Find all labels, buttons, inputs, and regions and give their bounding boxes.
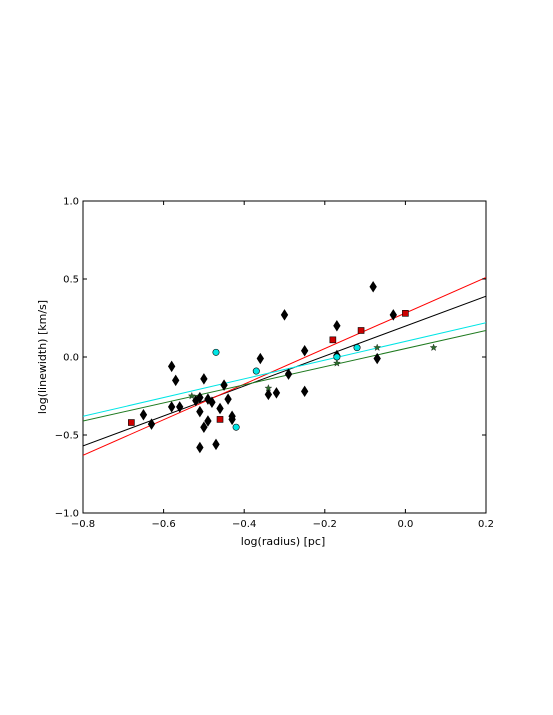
data-point <box>224 393 232 405</box>
data-point <box>139 408 148 421</box>
data-point <box>128 419 135 426</box>
x-tick-label: −0.4 <box>232 519 256 530</box>
data-point <box>333 320 341 332</box>
data-point <box>196 405 204 418</box>
fit-lines <box>83 276 486 456</box>
series-diamond <box>139 281 397 454</box>
data-point <box>208 396 216 408</box>
data-point <box>176 401 184 413</box>
x-tick-label: −0.2 <box>313 519 337 530</box>
y-tick-label: −1.0 <box>55 509 79 520</box>
data-point <box>147 418 156 430</box>
fit-line <box>83 276 486 456</box>
y-axis-label: log(linewidth) [km/s] <box>36 300 49 414</box>
x-tick-label: −0.8 <box>71 519 95 530</box>
y-tick-label: 1.0 <box>63 197 79 208</box>
data-point <box>187 391 196 400</box>
data-point <box>300 345 309 357</box>
data-point <box>300 385 309 398</box>
data-point <box>333 359 341 367</box>
y-tick-label: 0.0 <box>63 353 79 364</box>
x-axis-label: log(radius) [pc] <box>241 535 325 548</box>
plot-area <box>82 200 487 514</box>
data-point <box>167 401 176 413</box>
data-point <box>280 309 289 321</box>
data-point <box>264 388 273 401</box>
fit-line <box>83 322 486 417</box>
data-point <box>264 384 273 392</box>
series-square <box>128 310 409 426</box>
data-point <box>373 352 381 365</box>
data-point <box>353 344 361 352</box>
data-point <box>373 343 382 351</box>
data-point <box>220 379 228 391</box>
data-point <box>256 352 264 365</box>
x-tick-label: 0.0 <box>397 519 413 530</box>
data-point <box>232 423 240 431</box>
x-tick-label: −0.6 <box>151 519 175 530</box>
y-tick-label: 0.5 <box>63 275 79 286</box>
y-axis: −1.0 −0.5 0.0 0.5 1.0 <box>55 197 486 520</box>
data-point <box>196 391 204 404</box>
data-point <box>167 360 176 373</box>
series-star <box>187 343 438 400</box>
data-point <box>402 310 409 317</box>
data-point <box>252 367 260 375</box>
data-point <box>357 327 365 334</box>
x-tick-label: 0.2 <box>478 519 494 530</box>
data-point <box>200 373 208 385</box>
data-point <box>196 441 204 454</box>
data-point <box>284 368 293 380</box>
data-point <box>369 281 377 293</box>
x-axis: −0.8 −0.6 −0.4 −0.2 0.0 0.2 <box>71 201 494 530</box>
data-point <box>228 410 236 423</box>
data-point <box>216 402 224 415</box>
plot-frame <box>82 200 487 514</box>
data-point <box>329 336 337 344</box>
data-point <box>216 416 224 423</box>
fit-line <box>83 329 486 422</box>
data-point <box>204 415 212 427</box>
data-point <box>389 309 397 321</box>
data-point <box>172 374 180 387</box>
data-point <box>212 438 220 451</box>
data-point <box>212 348 220 356</box>
data-point <box>200 421 208 433</box>
data-point <box>429 343 438 351</box>
data-point <box>272 387 281 399</box>
y-tick-label: −0.5 <box>55 431 79 442</box>
